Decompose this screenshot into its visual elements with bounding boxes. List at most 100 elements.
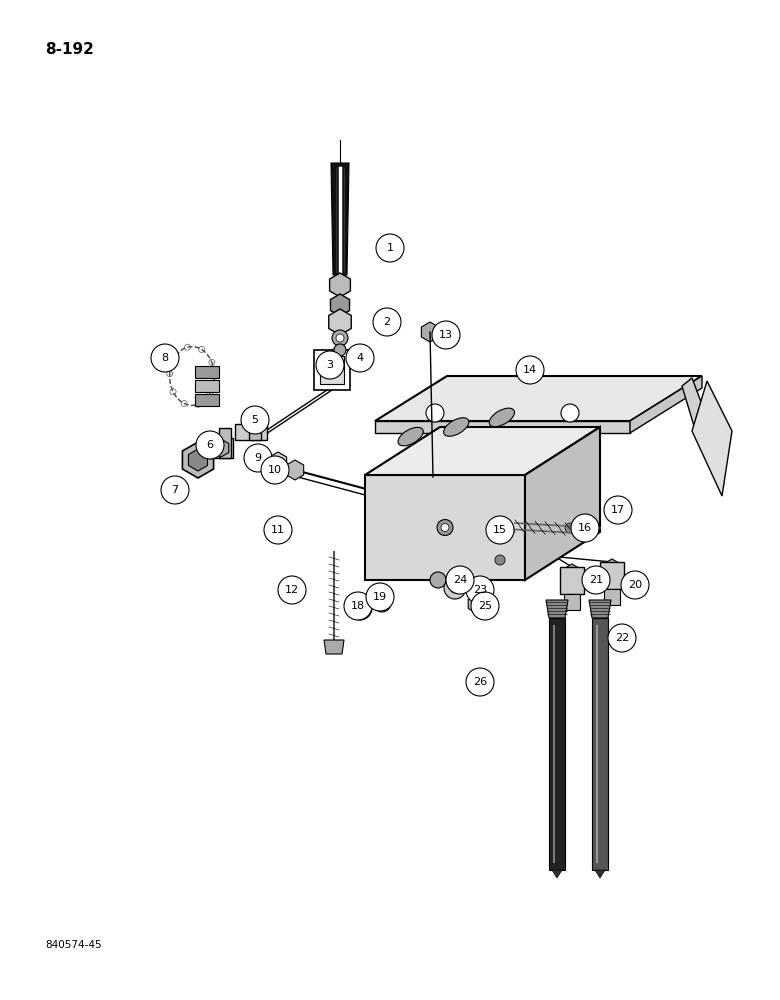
Polygon shape	[195, 366, 219, 378]
Circle shape	[346, 344, 374, 372]
Polygon shape	[328, 309, 351, 335]
Circle shape	[244, 444, 272, 472]
Circle shape	[621, 571, 649, 599]
Circle shape	[278, 576, 306, 604]
Polygon shape	[546, 600, 568, 618]
Text: 25: 25	[478, 601, 492, 611]
Circle shape	[495, 555, 505, 565]
Polygon shape	[564, 594, 580, 610]
Text: 11: 11	[271, 525, 285, 535]
Text: 23: 23	[473, 585, 487, 595]
Polygon shape	[195, 380, 219, 392]
Circle shape	[373, 594, 391, 612]
Text: 5: 5	[251, 415, 258, 425]
Circle shape	[264, 516, 292, 544]
Circle shape	[604, 496, 632, 524]
Circle shape	[446, 566, 474, 594]
Circle shape	[376, 234, 404, 262]
Text: 6: 6	[207, 440, 214, 450]
Polygon shape	[375, 421, 630, 433]
Polygon shape	[195, 394, 219, 406]
Circle shape	[261, 456, 289, 484]
Polygon shape	[589, 600, 611, 618]
Circle shape	[571, 514, 599, 542]
Text: 20: 20	[628, 580, 642, 590]
Circle shape	[444, 577, 466, 599]
Text: 22: 22	[615, 633, 629, 643]
Circle shape	[336, 334, 344, 342]
Polygon shape	[560, 567, 584, 594]
Circle shape	[486, 516, 514, 544]
Circle shape	[466, 668, 494, 696]
Polygon shape	[595, 870, 605, 878]
Circle shape	[344, 592, 372, 620]
Text: 26: 26	[473, 677, 487, 687]
Circle shape	[332, 330, 348, 346]
Polygon shape	[604, 589, 620, 605]
Polygon shape	[600, 562, 624, 589]
Polygon shape	[365, 475, 525, 580]
Circle shape	[334, 344, 346, 356]
Text: 24: 24	[453, 575, 467, 585]
Circle shape	[450, 583, 460, 593]
Circle shape	[516, 356, 544, 384]
Polygon shape	[468, 595, 484, 613]
Circle shape	[161, 476, 189, 504]
Text: 8-192: 8-192	[45, 42, 94, 57]
Text: 14: 14	[523, 365, 537, 375]
Circle shape	[437, 520, 453, 536]
Polygon shape	[581, 505, 599, 525]
Text: 16: 16	[578, 523, 592, 533]
Text: 10: 10	[268, 465, 282, 475]
Polygon shape	[331, 163, 349, 275]
Circle shape	[426, 404, 444, 422]
Polygon shape	[331, 294, 349, 316]
Circle shape	[582, 566, 610, 594]
Text: 1: 1	[387, 243, 393, 253]
Polygon shape	[365, 427, 600, 475]
Polygon shape	[421, 322, 438, 342]
Circle shape	[608, 624, 636, 652]
Polygon shape	[324, 640, 344, 654]
Polygon shape	[682, 378, 712, 436]
Polygon shape	[552, 870, 562, 878]
Ellipse shape	[444, 418, 469, 436]
Text: 9: 9	[254, 453, 261, 463]
Circle shape	[466, 576, 494, 604]
Polygon shape	[549, 618, 565, 870]
Circle shape	[151, 344, 179, 372]
Text: 21: 21	[589, 575, 603, 585]
Circle shape	[348, 596, 372, 620]
Polygon shape	[314, 350, 350, 390]
Circle shape	[366, 583, 394, 611]
Text: 7: 7	[172, 485, 179, 495]
Text: 840574-45: 840574-45	[45, 940, 101, 950]
Polygon shape	[320, 356, 344, 384]
Polygon shape	[213, 439, 229, 457]
Polygon shape	[563, 564, 580, 584]
Polygon shape	[604, 559, 621, 579]
Text: 18: 18	[351, 601, 365, 611]
Ellipse shape	[398, 427, 424, 446]
Circle shape	[441, 524, 449, 532]
Polygon shape	[219, 428, 231, 458]
Polygon shape	[375, 376, 702, 421]
Circle shape	[241, 406, 269, 434]
Circle shape	[430, 572, 446, 588]
Text: 17: 17	[611, 505, 625, 515]
Polygon shape	[592, 618, 608, 870]
Polygon shape	[269, 452, 287, 472]
Text: 15: 15	[493, 525, 507, 535]
Polygon shape	[209, 438, 233, 458]
Polygon shape	[183, 442, 214, 478]
Polygon shape	[286, 460, 303, 480]
Circle shape	[471, 592, 499, 620]
Polygon shape	[249, 414, 261, 440]
Polygon shape	[330, 273, 350, 297]
Circle shape	[565, 523, 575, 533]
Circle shape	[196, 431, 224, 459]
Text: 4: 4	[356, 353, 363, 363]
Circle shape	[432, 321, 460, 349]
Polygon shape	[235, 424, 267, 440]
Circle shape	[561, 404, 579, 422]
